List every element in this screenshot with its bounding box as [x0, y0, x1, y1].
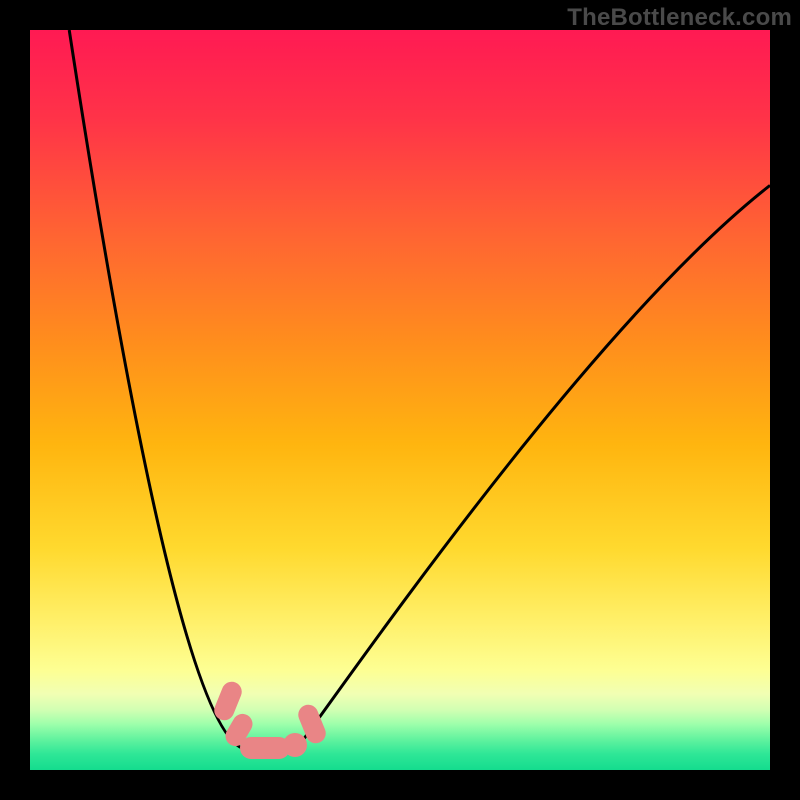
plot-area [30, 30, 770, 770]
frame-border-right [770, 0, 800, 800]
frame-border-left [0, 0, 30, 800]
marker-layer [30, 30, 770, 770]
sweet-spot-marker [283, 733, 307, 757]
figure-root: TheBottleneck.com [0, 0, 800, 800]
frame-border-bottom [0, 770, 800, 800]
watermark-text: TheBottleneck.com [567, 4, 792, 32]
